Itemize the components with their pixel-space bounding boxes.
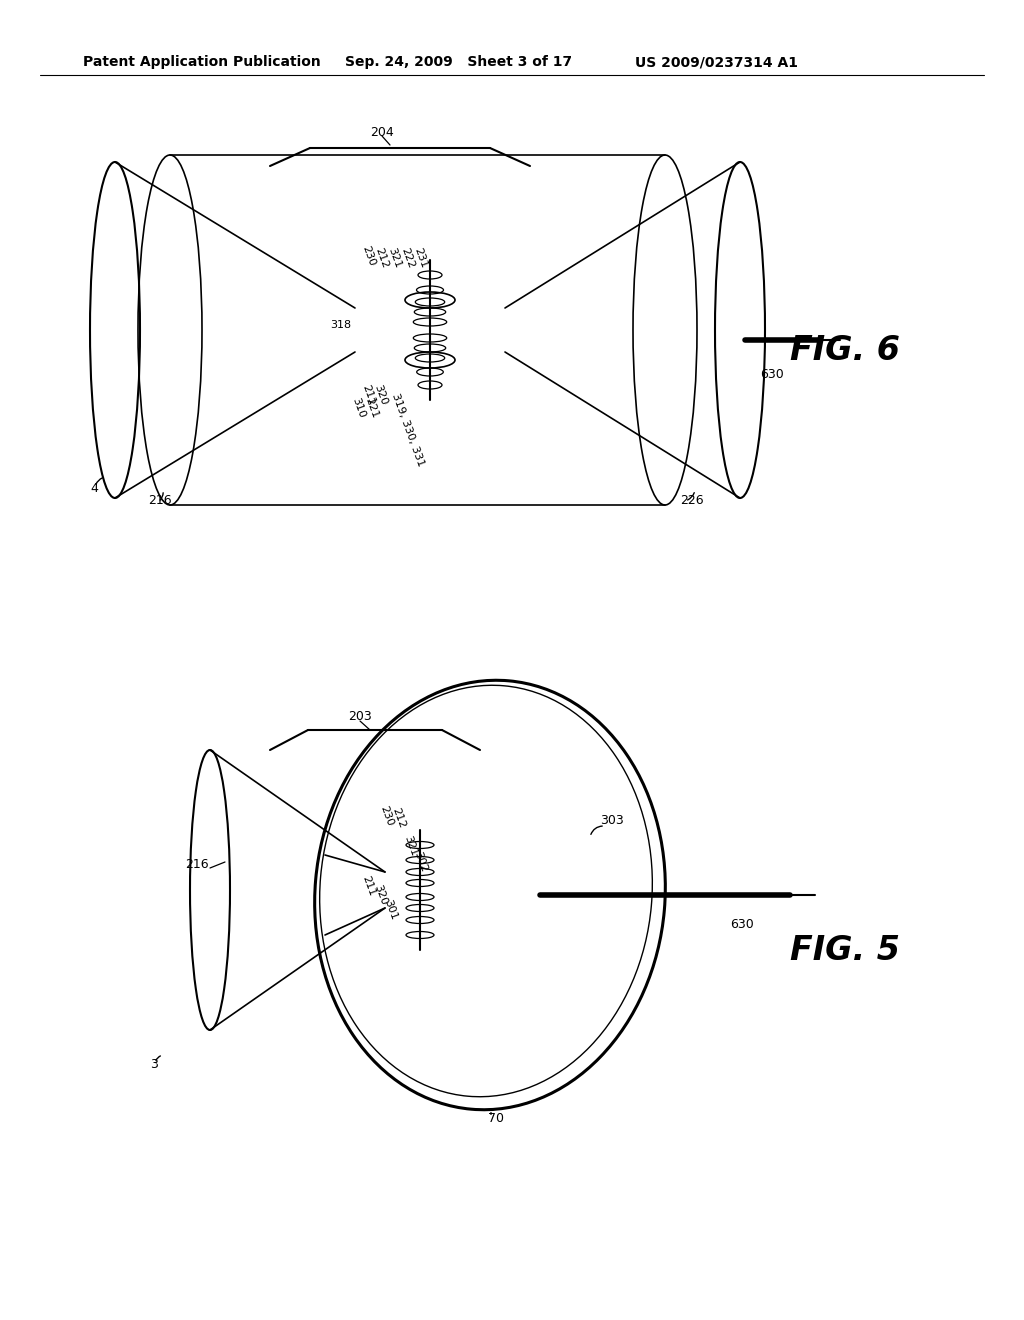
Text: 230: 230 bbox=[360, 244, 377, 268]
Text: 320: 320 bbox=[372, 883, 389, 907]
Text: 630: 630 bbox=[760, 368, 783, 381]
Text: 319, 330, 331: 319, 330, 331 bbox=[390, 392, 426, 469]
Text: 70: 70 bbox=[488, 1111, 504, 1125]
Text: Patent Application Publication: Patent Application Publication bbox=[83, 55, 321, 69]
Text: 212: 212 bbox=[373, 247, 390, 269]
Text: 211: 211 bbox=[360, 874, 377, 898]
Text: 204: 204 bbox=[370, 127, 394, 140]
Text: 302: 302 bbox=[412, 850, 429, 874]
Text: 4: 4 bbox=[90, 482, 98, 495]
Text: US 2009/0237314 A1: US 2009/0237314 A1 bbox=[635, 55, 798, 69]
Text: 630: 630 bbox=[730, 919, 754, 932]
Text: 203: 203 bbox=[348, 710, 372, 723]
Text: 321: 321 bbox=[402, 834, 419, 858]
Text: 3: 3 bbox=[150, 1059, 158, 1072]
Text: 221: 221 bbox=[362, 396, 380, 420]
Text: 301: 301 bbox=[382, 899, 398, 921]
Text: 231: 231 bbox=[412, 247, 429, 269]
Text: 320: 320 bbox=[372, 383, 389, 407]
Text: 303: 303 bbox=[600, 813, 624, 826]
Text: 226: 226 bbox=[680, 494, 703, 507]
Text: 211: 211 bbox=[360, 383, 377, 407]
Text: 230: 230 bbox=[378, 804, 394, 828]
Text: FIG. 6: FIG. 6 bbox=[790, 334, 900, 367]
Text: Sep. 24, 2009   Sheet 3 of 17: Sep. 24, 2009 Sheet 3 of 17 bbox=[345, 55, 572, 69]
Text: 222: 222 bbox=[399, 247, 416, 269]
Text: 216: 216 bbox=[185, 858, 209, 871]
Text: 321: 321 bbox=[386, 247, 402, 269]
Text: 310: 310 bbox=[350, 396, 367, 420]
Text: FIG. 5: FIG. 5 bbox=[790, 933, 900, 966]
Text: 216: 216 bbox=[148, 494, 172, 507]
Text: 318: 318 bbox=[330, 319, 351, 330]
Text: 212: 212 bbox=[390, 807, 407, 830]
